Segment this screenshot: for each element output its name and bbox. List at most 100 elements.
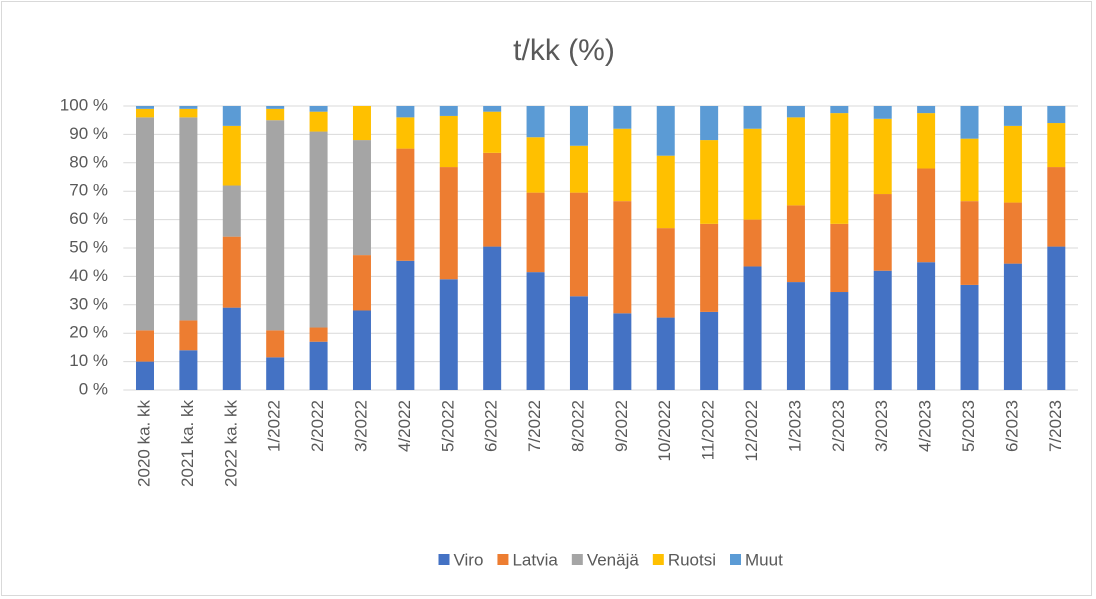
bar-segment <box>352 106 371 141</box>
bar-segment <box>266 357 285 390</box>
x-tick-label: 3/2023 <box>872 400 891 452</box>
bar-segment <box>743 106 762 129</box>
x-tick-label: 2/2022 <box>308 400 327 452</box>
x-tick-label: 2022 ka. kk <box>221 400 240 487</box>
bar-segment <box>786 205 805 283</box>
bar-segment <box>179 106 198 109</box>
legend-swatch <box>571 554 583 565</box>
bar-segment <box>613 201 632 314</box>
bar-segment <box>873 194 892 271</box>
x-tick-label: 5/2022 <box>438 400 457 452</box>
bar-segment <box>309 131 328 328</box>
bar-segment <box>439 106 458 116</box>
bar-segment <box>1047 106 1066 124</box>
bar-segment <box>396 106 415 118</box>
bar-segment <box>526 192 545 273</box>
bar-segment <box>1003 106 1022 126</box>
bar-segment <box>656 155 675 229</box>
bar-segment <box>917 168 936 263</box>
legend-swatch <box>438 554 450 565</box>
x-tick-label: 4/2022 <box>395 400 414 452</box>
bar-segment <box>960 106 979 139</box>
bar-segment <box>179 350 198 390</box>
bar-segment <box>569 106 588 146</box>
bar-segment <box>656 228 675 318</box>
y-tick-label: 30 % <box>69 294 108 313</box>
bar-segment <box>700 140 719 224</box>
bar-segment <box>266 120 285 331</box>
x-tick-label: 7/2023 <box>1046 400 1065 452</box>
y-tick-label: 40 % <box>69 266 108 285</box>
bar-segment <box>613 313 632 390</box>
y-tick-label: 80 % <box>69 152 108 171</box>
bar-segment <box>526 137 545 193</box>
x-tick-label: 12/2022 <box>742 400 761 461</box>
x-tick-label: 2021 ka. kk <box>178 400 197 487</box>
y-tick-label: 70 % <box>69 181 108 200</box>
bar-segment <box>960 284 979 390</box>
bar-segment <box>179 108 198 118</box>
y-tick-label: 20 % <box>69 323 108 342</box>
bar-segment <box>135 330 154 362</box>
bar-segment <box>1003 263 1022 390</box>
bar-segment <box>222 185 241 237</box>
bar-segment <box>830 292 849 390</box>
legend: Viro Latvia Venäjä Ruotsi Muut <box>438 550 783 569</box>
bar-segment <box>266 330 285 358</box>
x-tick-label: 6/2023 <box>1002 400 1021 452</box>
y-tick-label: 50 % <box>69 237 108 256</box>
bar-segment <box>917 113 936 169</box>
legend-swatch <box>497 554 509 565</box>
bar-segment <box>135 117 154 331</box>
bar-segment <box>266 108 285 121</box>
legend-label: Muut <box>745 550 783 569</box>
x-tick-label: 8/2022 <box>568 400 587 452</box>
bar-segment <box>352 310 371 390</box>
bar-segment <box>830 223 849 293</box>
bar-segment <box>1003 202 1022 264</box>
bar-segment <box>960 201 979 285</box>
bar-segment <box>743 128 762 220</box>
bar-segment <box>873 118 892 195</box>
x-tick-label: 7/2022 <box>525 400 544 452</box>
bar-segment <box>526 106 545 138</box>
bar-segment <box>1003 125 1022 203</box>
x-tick-label: 5/2023 <box>959 400 978 452</box>
bar-segment <box>135 361 154 390</box>
bar-segment <box>1047 167 1066 247</box>
x-tick-label: 1/2023 <box>785 400 804 452</box>
x-tick-label: 11/2022 <box>699 400 718 460</box>
bar-segment <box>309 341 328 390</box>
legend-swatch <box>730 554 742 565</box>
bar-segment <box>743 266 762 390</box>
bar-segment <box>786 282 805 390</box>
bar-segment <box>483 152 502 247</box>
bar-segment <box>222 307 241 390</box>
x-tick-label: 4/2023 <box>916 400 935 452</box>
bar-segment <box>1047 246 1066 390</box>
x-tick-label: 2020 ka. kk <box>134 400 153 487</box>
x-tick-label: 1/2022 <box>265 400 284 452</box>
bar-segment <box>222 236 241 308</box>
bar-segment <box>917 262 936 390</box>
chart-title: t/kk (%) <box>513 34 615 67</box>
bar-segment <box>135 106 154 109</box>
y-tick-label: 0 % <box>79 379 108 398</box>
bar-segment <box>222 125 241 186</box>
legend-label: Venäjä <box>587 550 640 569</box>
bar-segment <box>656 106 675 156</box>
bar-segment <box>179 117 198 321</box>
legend-swatch <box>652 554 664 565</box>
bar-segment <box>309 106 328 112</box>
bar-segment <box>396 117 415 149</box>
bar-segment <box>743 219 762 267</box>
bar-segment <box>656 317 675 390</box>
bar-segment <box>526 272 545 390</box>
bar-segment <box>873 106 892 119</box>
bar-segment <box>483 106 502 112</box>
bar-segment <box>830 113 849 224</box>
bar-segment <box>830 106 849 114</box>
bar-segment <box>873 270 892 390</box>
bar-segment <box>396 260 415 390</box>
bar-segment <box>786 117 805 206</box>
